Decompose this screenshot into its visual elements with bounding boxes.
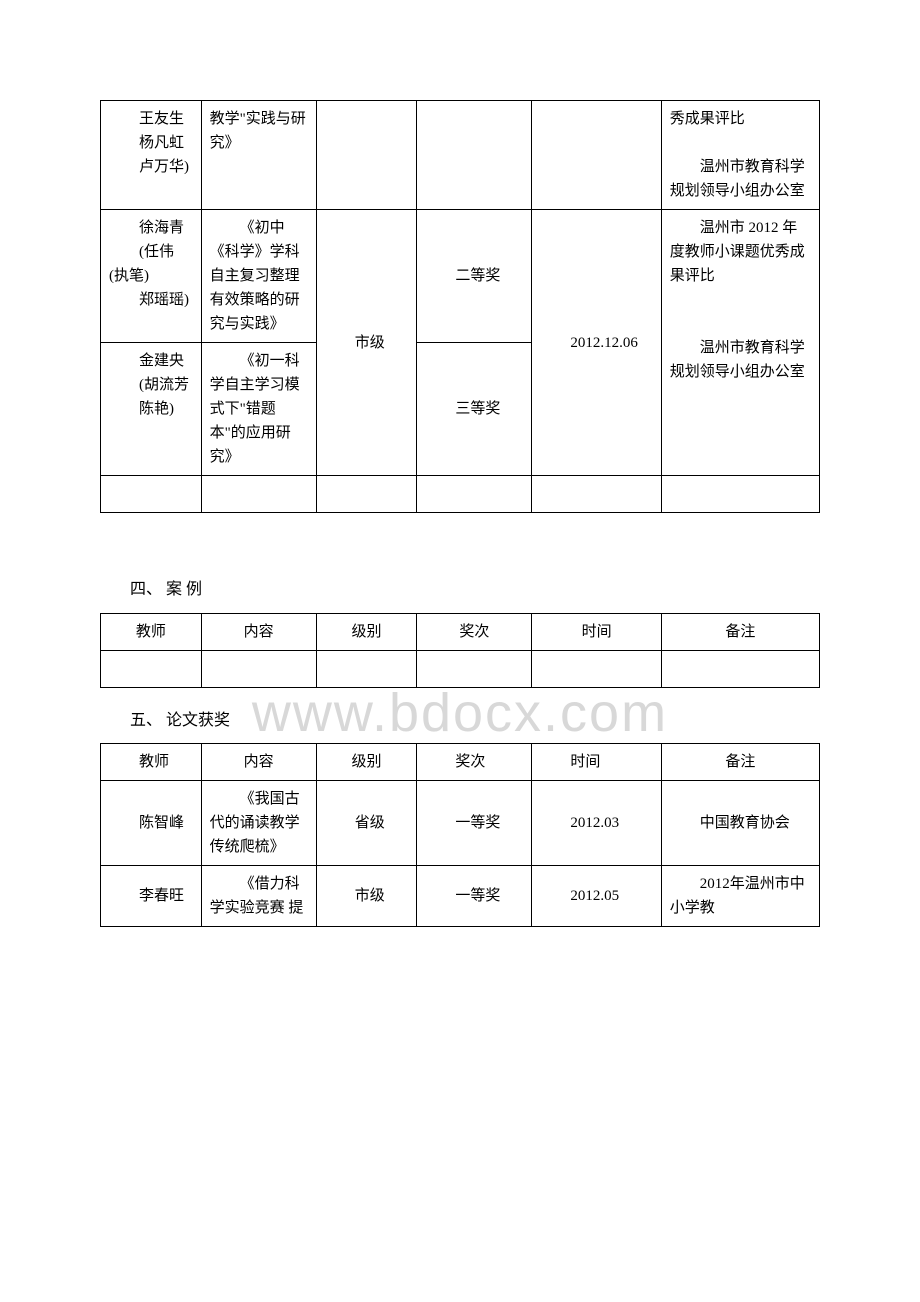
cell-empty bbox=[661, 650, 819, 687]
cell-empty bbox=[101, 476, 202, 513]
cell-note: 温州市 2012 年度教师小课题优秀成果评比 温州市教育科学规划领导小组办公室 bbox=[661, 210, 819, 476]
table-awards-1: 王友生 杨凡虹 卢万华) 教学"实践与研究》 秀成果评比 温州市教育科学规划领导… bbox=[100, 100, 820, 513]
header-award: 奖次 bbox=[417, 744, 532, 781]
cell-empty bbox=[417, 101, 532, 210]
cell-empty bbox=[101, 650, 202, 687]
cell-name: 李春旺 bbox=[101, 866, 202, 927]
cell-empty bbox=[316, 476, 417, 513]
header-teacher: 教师 bbox=[101, 744, 202, 781]
cell-award: 三等奖 bbox=[417, 343, 532, 476]
cell-award: 二等奖 bbox=[417, 210, 532, 343]
cell-award: 一等奖 bbox=[417, 781, 532, 866]
cell-content: 《初一科学自主学习模式下"错题本"的应用研究》 bbox=[201, 343, 316, 476]
cell-level: 市级 bbox=[316, 210, 417, 476]
cell-note: 2012年温州市中小学教 bbox=[661, 866, 819, 927]
cell-empty bbox=[316, 650, 417, 687]
cell-content: 教学"实践与研究》 bbox=[201, 101, 316, 210]
cell-level: 省级 bbox=[316, 781, 417, 866]
cell-empty bbox=[532, 650, 661, 687]
cell-note: 中国教育协会 bbox=[661, 781, 819, 866]
cell-content: 《借力科学实验竞赛 提 bbox=[201, 866, 316, 927]
table-cases: 教师 内容 级别 奖次 时间 备注 bbox=[100, 613, 820, 688]
section-heading-5: 五、 论文获奖 bbox=[130, 708, 820, 734]
cell-award: 一等奖 bbox=[417, 866, 532, 927]
cell-date: 2012.12.06 bbox=[532, 210, 661, 476]
header-note: 备注 bbox=[661, 613, 819, 650]
table-row: 李春旺 《借力科学实验竞赛 提 市级 一等奖 2012.05 2012年温州市中… bbox=[101, 866, 820, 927]
table-row: 陈智峰 《我国古代的诵读教学传统爬梳》 省级 一等奖 2012.03 中国教育协… bbox=[101, 781, 820, 866]
cell-names: 徐海青 (任伟(执笔) 郑瑶瑶) bbox=[101, 210, 202, 343]
table-row: 徐海青 (任伟(执笔) 郑瑶瑶) 《初中《科学》学科自主复习整理有效策略的研究与… bbox=[101, 210, 820, 343]
cell-names: 金建央 (胡流芳 陈艳) bbox=[101, 343, 202, 476]
cell-content: 《初中《科学》学科自主复习整理有效策略的研究与实践》 bbox=[201, 210, 316, 343]
cell-level: 市级 bbox=[316, 866, 417, 927]
header-content: 内容 bbox=[201, 613, 316, 650]
cell-note: 秀成果评比 温州市教育科学规划领导小组办公室 bbox=[661, 101, 819, 210]
header-level: 级别 bbox=[316, 613, 417, 650]
cell-empty bbox=[661, 476, 819, 513]
cell-date: 2012.05 bbox=[532, 866, 661, 927]
header-award: 奖次 bbox=[417, 613, 532, 650]
cell-empty bbox=[417, 650, 532, 687]
section-heading-4: 四、 案 例 bbox=[130, 577, 820, 603]
header-date: 时间 bbox=[532, 613, 661, 650]
table-row-empty bbox=[101, 476, 820, 513]
document-content: 王友生 杨凡虹 卢万华) 教学"实践与研究》 秀成果评比 温州市教育科学规划领导… bbox=[100, 100, 820, 927]
header-date: 时间 bbox=[532, 744, 661, 781]
table-row: 王友生 杨凡虹 卢万华) 教学"实践与研究》 秀成果评比 温州市教育科学规划领导… bbox=[101, 101, 820, 210]
table-header-row: 教师 内容 级别 奖次 时间 备注 bbox=[101, 613, 820, 650]
cell-empty bbox=[532, 476, 661, 513]
table-header-row: 教师 内容 级别 奖次 时间 备注 bbox=[101, 744, 820, 781]
cell-name: 陈智峰 bbox=[101, 781, 202, 866]
cell-empty bbox=[532, 101, 661, 210]
header-level: 级别 bbox=[316, 744, 417, 781]
cell-content: 《我国古代的诵读教学传统爬梳》 bbox=[201, 781, 316, 866]
cell-date: 2012.03 bbox=[532, 781, 661, 866]
header-content: 内容 bbox=[201, 744, 316, 781]
header-note: 备注 bbox=[661, 744, 819, 781]
cell-empty bbox=[201, 650, 316, 687]
table-row-empty bbox=[101, 650, 820, 687]
cell-empty bbox=[417, 476, 532, 513]
table-papers: 教师 内容 级别 奖次 时间 备注 陈智峰 《我国古代的诵读教学传统爬梳》 省级… bbox=[100, 743, 820, 927]
cell-names: 王友生 杨凡虹 卢万华) bbox=[101, 101, 202, 210]
cell-empty bbox=[201, 476, 316, 513]
header-teacher: 教师 bbox=[101, 613, 202, 650]
cell-empty bbox=[316, 101, 417, 210]
